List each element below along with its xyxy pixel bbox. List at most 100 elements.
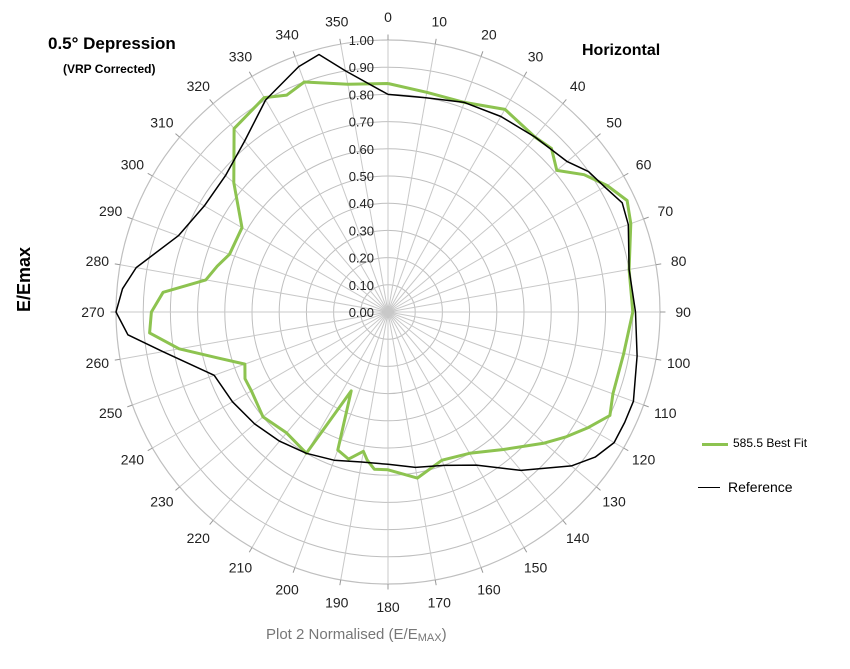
angle-tick-mark [562, 99, 567, 104]
angle-tick-mark [643, 404, 649, 408]
angle-tick-label: 0 [384, 9, 392, 25]
angle-tick-label: 110 [654, 405, 677, 421]
angle-tick-label: 330 [229, 48, 253, 64]
grid-spoke [387, 311, 644, 406]
radial-tick-label: 0.60 [349, 142, 374, 157]
grid-spoke [179, 311, 389, 488]
angle-tick-label: 100 [667, 355, 691, 371]
radial-tick-label: 1.00 [349, 33, 374, 48]
grid-spoke [387, 311, 482, 568]
angle-tick-label: 210 [229, 560, 253, 576]
angle-tick-mark [434, 579, 437, 586]
angle-tick-label: 200 [275, 581, 299, 597]
angle-tick-mark [209, 99, 214, 104]
angle-tick-label: 270 [81, 304, 105, 320]
chart-subtitle: (VRP Corrected) [63, 62, 156, 76]
grid-spoke [387, 311, 436, 580]
grid-spoke [387, 311, 597, 488]
angle-tick-label: 170 [428, 595, 452, 611]
angle-tick-mark [623, 172, 629, 177]
grid-spoke [387, 103, 564, 313]
legend-swatch-reference [698, 487, 720, 488]
angle-tick-mark [339, 38, 342, 45]
angle-tick-label: 300 [121, 156, 145, 172]
legend-label-reference: Reference [728, 479, 793, 495]
angle-tick-label: 150 [524, 560, 548, 576]
angle-tick-label: 280 [86, 253, 110, 269]
angle-tick-mark [248, 71, 253, 77]
plane-label: Horizontal [582, 42, 661, 59]
angle-tick-mark [643, 216, 649, 220]
angle-tick-mark [523, 547, 528, 553]
series-line-reference [115, 53, 638, 472]
angle-tick-label: 340 [275, 27, 299, 43]
angle-tick-label: 290 [99, 203, 123, 219]
grid-spoke [294, 56, 389, 313]
angle-tick-label: 80 [671, 253, 687, 269]
angle-tick-label: 120 [632, 452, 656, 468]
grid-spoke [212, 103, 389, 313]
legend-label-best-fit: 585.5 Best Fit [733, 436, 808, 450]
radial-tick-label: 0.80 [349, 87, 374, 102]
radial-tick-label: 0.40 [349, 196, 374, 211]
angle-tick-labels: 0 10 20 30 40 50 60 70 80 90 100 110 120 130 140 150 160… [81, 9, 691, 615]
angle-tick-mark [147, 447, 153, 452]
angle-tick-mark [655, 263, 662, 266]
angle-tick-label: 20 [481, 27, 497, 43]
radial-tick-label: 0.50 [349, 169, 374, 184]
figure-caption: Plot 2 Normalised (E/EMAX) [266, 626, 447, 644]
angle-tick-label: 70 [658, 203, 674, 219]
grid-spoke [251, 311, 389, 548]
grid-spoke [152, 175, 389, 313]
radial-tick-label: 0.00 [349, 305, 374, 320]
grid-spoke [387, 175, 624, 313]
angle-tick-mark [596, 133, 601, 138]
angle-tick-label: 190 [325, 595, 349, 611]
angle-tick-mark [114, 263, 121, 266]
angle-tick-mark [596, 486, 601, 491]
angle-tick-label: 10 [431, 13, 447, 29]
grid-spoke [387, 264, 656, 313]
angle-tick-label: 320 [187, 78, 211, 94]
chart-title: 0.5° Depression [48, 34, 176, 53]
radial-tick-label: 0.90 [349, 60, 374, 75]
angle-tick-label: 220 [187, 530, 211, 546]
grid-spoke [132, 311, 389, 406]
radial-tick-label: 0.10 [349, 278, 374, 293]
grid-spoke [387, 311, 656, 360]
angle-tick-mark [480, 567, 484, 573]
angle-tick-mark [655, 358, 662, 361]
angle-tick-mark [127, 404, 133, 408]
grid-spoke [340, 311, 389, 580]
angle-tick-mark [562, 520, 567, 525]
angle-tick-mark [292, 567, 296, 573]
grid-spoke [212, 311, 389, 521]
angle-tick-label: 240 [121, 452, 145, 468]
angle-tick-mark [292, 51, 296, 57]
grid-spoke [387, 311, 564, 521]
radial-tick-label: 0.30 [349, 223, 374, 238]
grid-spoke [132, 218, 389, 313]
grid-spoke [340, 44, 389, 313]
grid-spoke [387, 311, 525, 548]
grid-spoke [387, 136, 597, 313]
angle-tick-label: 130 [602, 494, 626, 510]
angle-tick-label: 180 [376, 599, 400, 615]
angle-tick-mark [147, 172, 153, 177]
grid-spoke [120, 311, 389, 360]
grid-spoke [387, 311, 624, 449]
grid-spoke [152, 311, 389, 449]
grid-spoke [120, 264, 389, 313]
angle-tick-label: 350 [325, 13, 349, 29]
angle-tick-label: 60 [636, 156, 652, 172]
angle-tick-mark [523, 71, 528, 77]
angle-tick-mark [175, 486, 180, 491]
angle-tick-mark [127, 216, 133, 220]
angle-tick-label: 160 [477, 581, 501, 597]
angle-tick-mark [209, 520, 214, 525]
radial-tick-label: 0.70 [349, 115, 374, 130]
angle-tick-label: 310 [150, 114, 174, 130]
angle-tick-mark [480, 51, 484, 57]
grid-spoke [387, 56, 482, 313]
